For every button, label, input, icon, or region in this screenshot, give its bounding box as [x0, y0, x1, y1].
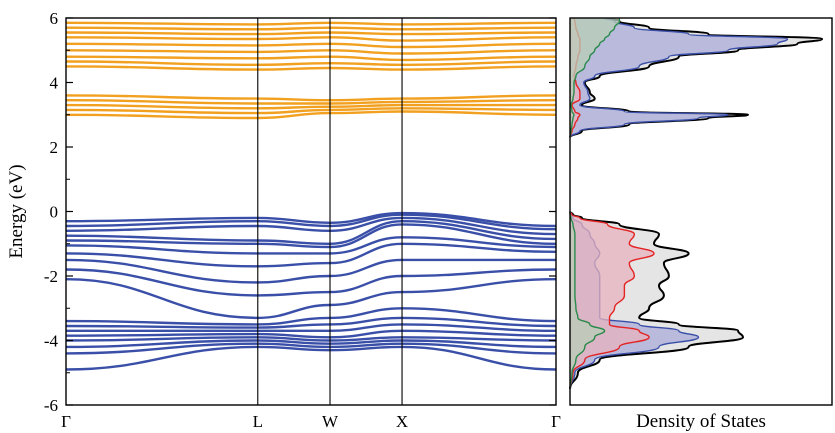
valence-bands [65, 211, 557, 371]
k-point-label: Γ [61, 412, 71, 431]
valence-band-line [65, 278, 557, 320]
conduction-band-line [65, 55, 557, 62]
y-tick-label: -4 [44, 332, 59, 351]
dos-area-fill [570, 18, 788, 138]
conduction-band-line [65, 36, 557, 42]
y-tick-label: -2 [44, 267, 58, 286]
y-tick-label: 6 [50, 9, 59, 28]
energy-axis-ticks: -6 -4 -2 0 2 4 6 [44, 9, 556, 415]
band-structure-panel: -6 -4 -2 0 2 4 6 Γ L W X Γ Energy (eV) [6, 9, 561, 431]
conduction-band-line [65, 60, 557, 67]
conduction-band-line [65, 103, 556, 110]
dos-curve-line [569, 18, 621, 138]
dos-curve-line [569, 211, 655, 389]
conduction-band-line [65, 49, 557, 55]
conduction-band-line [65, 21, 557, 26]
k-point-label: X [396, 412, 408, 431]
conduction-band-line [65, 31, 557, 36]
dos-curve-line [569, 211, 606, 389]
k-point-label: L [253, 412, 263, 431]
y-tick-label: -6 [44, 396, 58, 415]
k-point-label: W [322, 412, 339, 431]
dos-curve-line [569, 17, 824, 138]
conduction-band-line [65, 94, 557, 102]
dos-curves [569, 17, 824, 390]
dos-plot-frame [569, 17, 833, 406]
y-tick-label: 2 [50, 138, 59, 157]
energy-axis-title: Energy (eV) [6, 164, 27, 258]
dos-area-fill [570, 18, 620, 138]
k-point-label: Γ [551, 412, 561, 431]
dos-curve-line [569, 211, 745, 390]
conduction-band-line [65, 110, 557, 120]
dos-area-fill [570, 211, 605, 389]
conduction-band-line [65, 26, 557, 31]
y-tick-label: 4 [50, 74, 59, 93]
dos-panel: Density of States [569, 17, 833, 432]
conduction-bands [65, 21, 557, 120]
high-symmetry-lines [257, 18, 403, 405]
dos-axis-title: Density of States [636, 411, 766, 432]
conduction-band-line [65, 42, 557, 49]
conduction-band-line [65, 65, 557, 71]
y-tick-label: 0 [50, 203, 59, 222]
dos-area-fill [570, 211, 654, 389]
dos-curve-line [569, 17, 789, 138]
